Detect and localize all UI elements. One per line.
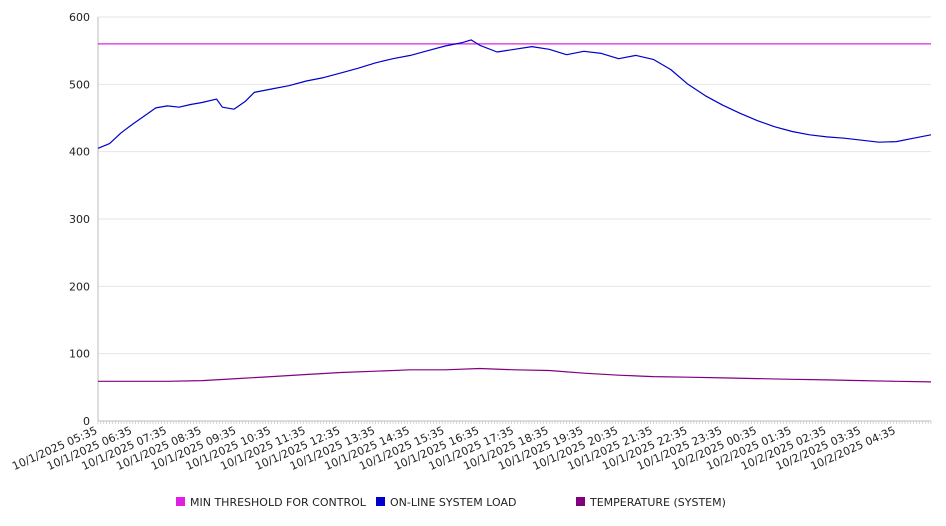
y-tick-label: 600	[69, 11, 90, 24]
series-line-3	[98, 367, 932, 383]
series-lines	[97, 39, 932, 383]
legend-swatch	[176, 497, 185, 506]
y-tick-label: 400	[69, 146, 90, 159]
y-tick-label: 0	[83, 415, 90, 428]
series-line-2	[97, 39, 932, 149]
y-tick-label: 300	[69, 213, 90, 226]
y-tick-label: 200	[69, 280, 90, 293]
y-tick-label: 500	[69, 78, 90, 91]
y-axis: 0 100 200 300 400 500 600	[69, 11, 99, 428]
legend-label: ON-LINE SYSTEM LOAD	[390, 496, 516, 509]
legend-swatch	[376, 497, 385, 506]
grid-lines	[98, 16, 931, 422]
legend-label: TEMPERATURE (SYSTEM)	[589, 496, 726, 509]
legend-label: MIN THRESHOLD FOR CONTROL	[190, 496, 367, 509]
legend-swatch	[576, 497, 585, 506]
legend: MIN THRESHOLD FOR CONTROL ON-LINE SYSTEM …	[176, 496, 726, 509]
y-tick-label: 100	[69, 348, 90, 361]
